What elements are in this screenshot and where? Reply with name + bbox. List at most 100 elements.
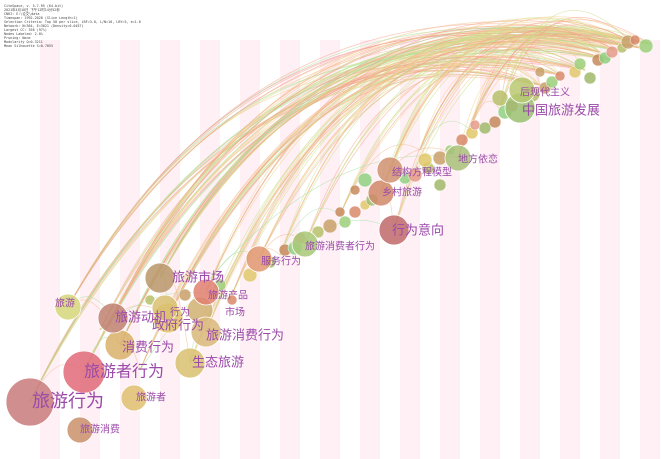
year-band [520,40,540,459]
keyword-node-minor [334,206,346,218]
keyword-node[interactable] [378,214,410,246]
keyword-label: 市场 [225,306,245,319]
keyword-node-minor [357,172,373,188]
cooccurrence-arc [205,27,641,293]
keyword-node-minor [545,75,559,89]
keyword-label: 旅游 [55,297,75,310]
cooccurrence-arc [258,32,651,260]
cooccurrence-arc [99,70,541,331]
keyword-node-minor [322,218,338,234]
year-band [480,40,500,459]
keyword-node[interactable] [291,230,319,258]
cooccurrence-arc [469,19,651,131]
keyword-label: 政府行为 [152,319,204,334]
keyword-node[interactable] [174,347,206,379]
keyword-node[interactable] [190,316,222,348]
keyword-node-minor [638,38,654,54]
keyword-node[interactable] [97,302,129,334]
cooccurrence-arc [499,35,586,111]
year-band [400,40,420,459]
cooccurrence-arc [419,120,471,151]
cooccurrence-arc [67,66,541,308]
keyword-node[interactable] [62,350,106,394]
cooccurrence-arc [389,44,561,171]
keyword-node[interactable] [151,294,179,322]
cooccurrence-arc [229,56,561,301]
keyword-label: 旅游行为 [32,391,104,412]
cooccurrence-arc [499,48,541,111]
cooccurrence-arc [457,66,541,159]
keyword-label: 旅游消费 [80,423,120,436]
year-band [200,40,220,459]
keyword-node-minor [348,205,362,219]
keyword-node-minor [605,45,619,59]
keyword-node[interactable] [192,278,220,306]
keyword-label: 行为意向 [392,223,444,239]
keyword-node[interactable] [144,262,176,294]
cooccurrence-arc [99,34,641,331]
cooccurrence-arc [112,64,541,319]
keyword-node[interactable] [120,384,148,412]
cooccurrence-arc [139,41,601,371]
keyword-label: 旅游者 [136,391,166,404]
cooccurrence-arc [469,26,601,131]
header-line: Nodes Labeled: 2.0% [4,32,43,36]
header-line: CNKI: E:\论文\data [4,11,39,16]
keyword-label: 生态旅游 [192,356,244,371]
keyword-node[interactable] [66,416,94,444]
year-band [640,40,660,459]
cooccurrence-arc [339,144,421,216]
cooccurrence-arc [469,20,621,131]
cooccurrence-arc [499,18,616,111]
keyword-node-minor [433,178,447,192]
cooccurrence-links [29,10,651,403]
keyword-label: 乡村旅游 [382,186,422,199]
keyword-node-minor [554,70,566,82]
keyword-node-minor [629,34,641,46]
keyword-label: 结构方程模型 [392,166,452,179]
minor-nodes [144,34,654,306]
keyword-label: 地方依恋 [458,153,498,166]
keyword-label: 旅游者行为 [84,362,164,381]
keyword-node-minor [178,288,192,302]
header-line: CiteSpace, v. 5.7.R5 (64-bit) [4,4,63,8]
header-line: Mean Silhouette S=0.7055 [4,44,53,48]
year-band [440,40,460,459]
keyword-node-minor [573,57,587,71]
keyword-node[interactable] [508,76,536,104]
header-line: Network: N=364, E=3021 (Density=0.0457) [4,24,84,28]
header-line: Selection Criteria: Top 50 per slice, LR… [4,20,141,24]
keyword-label: 中国旅游发展 [522,103,600,119]
keyword-node-minor [488,115,502,129]
cooccurrence-arc [279,26,641,256]
header-line: 2021年4月10日 下午12时14分52秒 [4,7,60,12]
cooccurrence-arc [389,30,611,171]
keyword-label: 旅游市场 [172,270,224,286]
cooccurrence-arc [419,30,616,151]
keyword-node-minor [349,184,361,196]
keyword-node[interactable] [376,156,404,184]
keyword-label: 服务行为 [261,255,301,268]
cooccurrence-arc [67,42,611,308]
keyword-label: 旅游消费者行为 [305,240,375,253]
keyword-node-minor [455,133,469,147]
keyword-node-minor [311,225,325,239]
keyword-nodes [5,76,536,444]
cooccurrence-arc [469,33,611,131]
cooccurrence-arc [339,38,601,216]
cooccurrence-arc [469,46,561,131]
info-header: CiteSpace, v. 5.7.R5 (64-bit) 2021年4月10日… [4,4,141,48]
year-band [560,40,580,459]
cooccurrence-arc [304,35,616,245]
keyword-node[interactable] [245,245,273,273]
keyword-node-minor [226,294,238,306]
cooccurrence-arc [419,28,641,151]
keyword-node[interactable] [5,377,55,427]
keyword-node-minor [407,167,423,183]
keyword-node-minor [491,89,509,107]
keyword-label: 旅游动机 [115,311,167,326]
keyword-node[interactable] [54,293,82,321]
keyword-node[interactable] [367,179,395,207]
keyword-node[interactable] [444,144,472,172]
